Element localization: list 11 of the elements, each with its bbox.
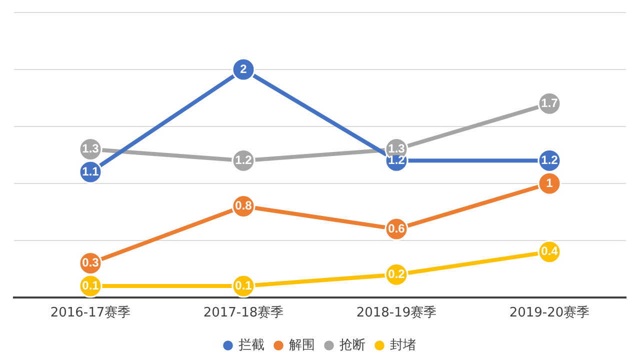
legend-label: 封堵 [390, 338, 416, 353]
legend-label: 拦截 [238, 338, 264, 353]
x-tick-label: 2017-18赛季 [203, 304, 284, 321]
legend-label: 解围 [289, 338, 315, 353]
x-tick-label: 2018-19赛季 [356, 304, 437, 321]
data-label: 2 [240, 62, 248, 76]
data-label: 0.1 [82, 278, 100, 292]
legend-label: 抢断 [340, 338, 366, 353]
x-tick-label: 2016-17赛季 [50, 304, 131, 321]
x-tick-label: 2019-20赛季 [509, 304, 590, 321]
data-label: 0.1 [235, 278, 252, 292]
